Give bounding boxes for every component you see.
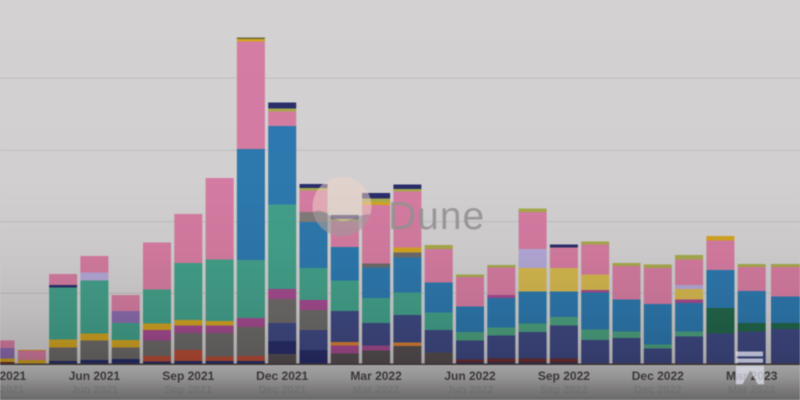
svg-text:Sep 2022: Sep 2022 bbox=[538, 369, 590, 383]
svg-text:Sep 2021: Sep 2021 bbox=[162, 369, 214, 383]
svg-text:Dec 2022: Dec 2022 bbox=[634, 384, 682, 396]
svg-text:Sep 2022: Sep 2022 bbox=[540, 384, 588, 396]
svg-text:Mar 2021: Mar 2021 bbox=[0, 384, 24, 396]
svg-text:Sep 2021: Sep 2021 bbox=[164, 384, 212, 396]
svg-text:Dec 2021: Dec 2021 bbox=[256, 369, 308, 383]
svg-text:Jun 2021: Jun 2021 bbox=[69, 369, 121, 383]
svg-text:Mar 2022: Mar 2022 bbox=[353, 384, 400, 396]
svg-text:Mar 2021: Mar 2021 bbox=[0, 369, 27, 383]
svg-text:Mar 2023: Mar 2023 bbox=[728, 384, 775, 396]
svg-text:Dec 2022: Dec 2022 bbox=[632, 369, 684, 383]
svg-text:Jun 2022: Jun 2022 bbox=[444, 369, 496, 383]
svg-text:Jun 2022: Jun 2022 bbox=[446, 384, 493, 396]
svg-text:Jun 2021: Jun 2021 bbox=[71, 384, 118, 396]
svg-text:Mar 2022: Mar 2022 bbox=[350, 369, 402, 383]
svg-text:Dec 2021: Dec 2021 bbox=[258, 384, 306, 396]
